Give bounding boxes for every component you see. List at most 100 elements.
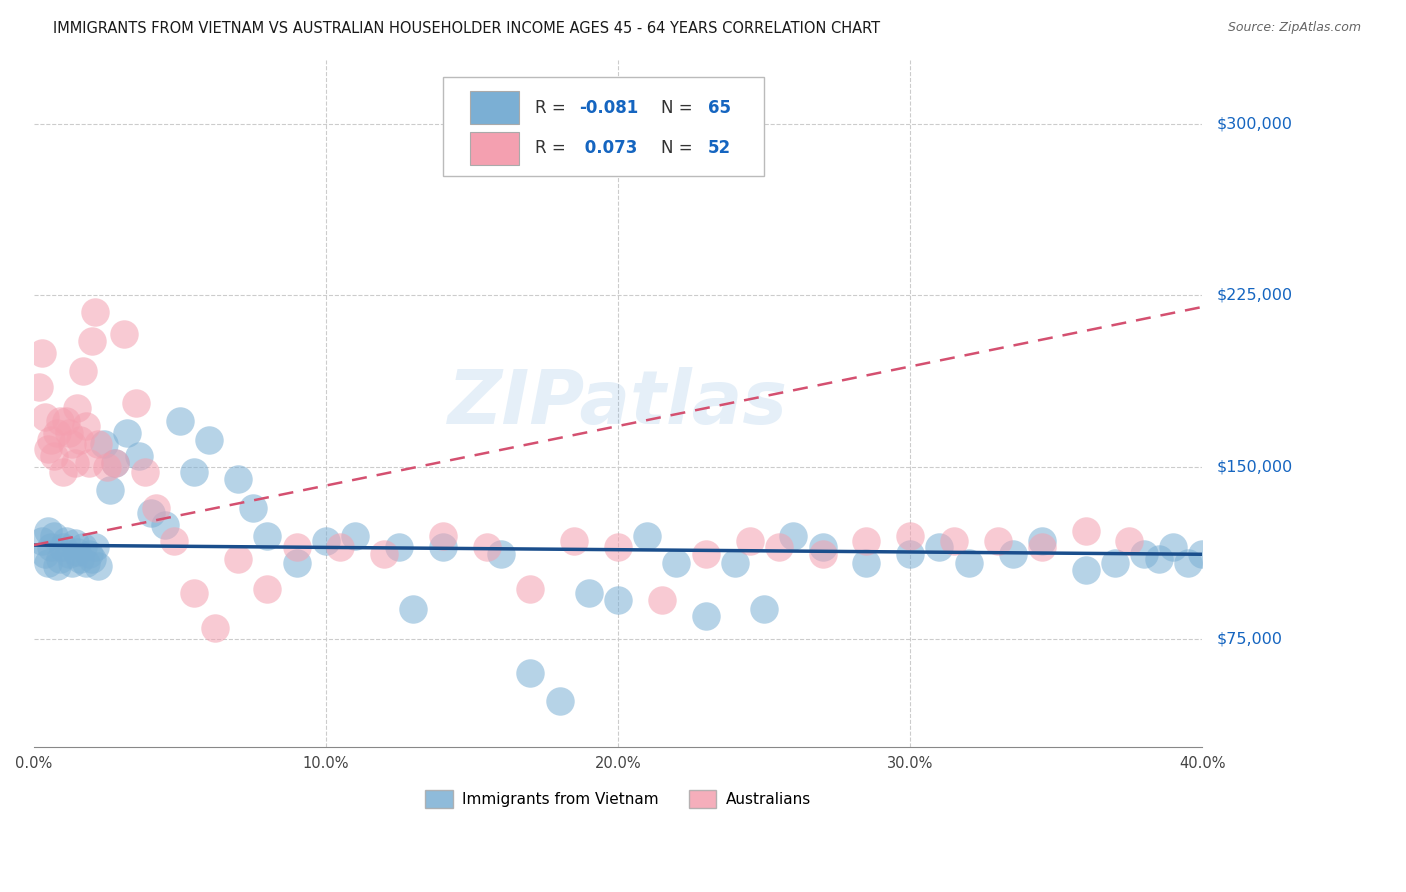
Text: Source: ZipAtlas.com: Source: ZipAtlas.com — [1227, 21, 1361, 34]
Point — [55, 414, 77, 428]
Point — [519, 666, 541, 681]
Point — [1104, 557, 1126, 571]
Point — [256, 582, 278, 596]
Point — [37, 524, 59, 539]
Point — [145, 501, 167, 516]
Point — [75, 419, 97, 434]
Point — [928, 541, 950, 555]
Point — [242, 501, 264, 516]
Point — [957, 557, 980, 571]
Point — [782, 529, 804, 543]
Point — [183, 586, 205, 600]
Point — [39, 541, 62, 555]
Point — [943, 533, 966, 548]
Point — [898, 547, 921, 561]
Point — [402, 602, 425, 616]
Point — [42, 529, 65, 543]
Point — [1147, 552, 1170, 566]
Point — [39, 433, 62, 447]
Point — [163, 533, 186, 548]
Point — [1074, 563, 1097, 577]
Text: R =: R = — [536, 99, 571, 117]
Point — [665, 557, 688, 571]
Point — [72, 364, 94, 378]
Point — [52, 465, 75, 479]
Point — [34, 409, 56, 424]
Point — [1031, 533, 1053, 548]
Point — [768, 541, 790, 555]
Point — [55, 533, 77, 548]
Point — [695, 609, 717, 624]
Point — [651, 593, 673, 607]
Point — [77, 456, 100, 470]
Point — [811, 547, 834, 561]
Point — [75, 557, 97, 571]
Point — [607, 541, 630, 555]
Point — [811, 541, 834, 555]
Point — [855, 533, 877, 548]
Point — [69, 552, 91, 566]
Point — [134, 465, 156, 479]
Point — [46, 425, 69, 440]
FancyBboxPatch shape — [470, 132, 519, 165]
Point — [1161, 541, 1184, 555]
Point — [169, 414, 191, 428]
Point — [607, 593, 630, 607]
Point — [60, 557, 83, 571]
Text: IMMIGRANTS FROM VIETNAM VS AUSTRALIAN HOUSEHOLDER INCOME AGES 45 - 64 YEARS CORR: IMMIGRANTS FROM VIETNAM VS AUSTRALIAN HO… — [53, 21, 880, 36]
Point — [1001, 547, 1024, 561]
Point — [139, 506, 162, 520]
Point — [125, 396, 148, 410]
Point — [256, 529, 278, 543]
Text: $75,000: $75,000 — [1216, 632, 1282, 647]
Point — [285, 541, 308, 555]
Text: 52: 52 — [709, 139, 731, 157]
Point — [344, 529, 367, 543]
Point — [1133, 547, 1156, 561]
Point — [63, 456, 86, 470]
Point — [37, 442, 59, 456]
Point — [63, 536, 86, 550]
Point — [475, 541, 498, 555]
Point — [128, 449, 150, 463]
FancyBboxPatch shape — [443, 77, 763, 177]
Point — [489, 547, 512, 561]
Point — [198, 433, 221, 447]
Point — [548, 694, 571, 708]
Point — [93, 437, 115, 451]
Point — [562, 533, 585, 548]
Point — [84, 304, 107, 318]
Point — [34, 547, 56, 561]
Point — [636, 529, 658, 543]
Text: ZIPatlas: ZIPatlas — [449, 367, 787, 440]
Point — [84, 541, 107, 555]
Point — [1031, 541, 1053, 555]
Point — [519, 582, 541, 596]
Point — [28, 380, 51, 394]
Point — [104, 456, 127, 470]
Point — [49, 414, 72, 428]
Point — [46, 558, 69, 573]
Point — [49, 552, 72, 566]
Point — [315, 533, 337, 548]
Point — [329, 541, 352, 555]
Point — [153, 517, 176, 532]
Point — [66, 545, 89, 559]
Point — [724, 557, 747, 571]
Point — [373, 547, 395, 561]
Text: $225,000: $225,000 — [1216, 288, 1292, 303]
Point — [77, 547, 100, 561]
Point — [388, 541, 411, 555]
Point — [87, 558, 110, 573]
Point — [226, 552, 249, 566]
Point — [72, 541, 94, 555]
Point — [738, 533, 761, 548]
Point — [112, 327, 135, 342]
Point — [42, 449, 65, 463]
Point — [226, 472, 249, 486]
Point — [578, 586, 600, 600]
Point — [1074, 524, 1097, 539]
Text: N =: N = — [661, 139, 699, 157]
Text: 0.073: 0.073 — [579, 139, 638, 157]
Point — [58, 425, 80, 440]
